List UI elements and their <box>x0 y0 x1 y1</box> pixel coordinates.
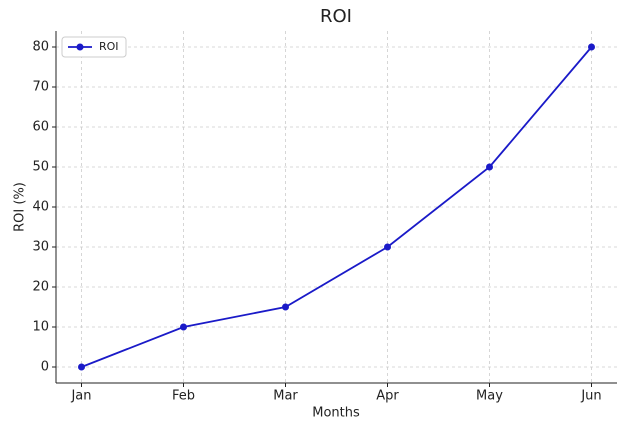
point <box>282 303 289 311</box>
y-axis-label: ROI (%) <box>13 182 28 232</box>
x-tick-label: Jun <box>580 389 601 404</box>
y-tick-label: 10 <box>32 320 49 335</box>
chart-title: ROI <box>320 6 352 27</box>
x-tick-label: Feb <box>172 389 195 404</box>
y-tick-label: 30 <box>32 240 49 255</box>
point <box>486 163 493 171</box>
line <box>81 46 593 368</box>
x-tick-label: May <box>476 389 503 404</box>
x-tick-label: Apr <box>376 389 399 404</box>
legend-label: ROI <box>99 40 119 53</box>
y-tick-label: 40 <box>32 200 49 215</box>
y-tick-label: 60 <box>32 120 49 135</box>
point <box>384 243 391 251</box>
point <box>588 43 595 51</box>
y-tick-label: 0 <box>41 360 49 375</box>
y-tick-label: 70 <box>32 80 49 95</box>
x-tick-label: Jan <box>70 389 91 404</box>
x-tick-label: Mar <box>273 389 298 404</box>
y-tick-label: 80 <box>32 40 49 55</box>
point <box>78 363 85 371</box>
x-axis-label: Months <box>312 406 360 421</box>
legend-box <box>61 36 127 58</box>
y-tick-label: 20 <box>32 280 49 295</box>
y-tick-label: 50 <box>32 160 49 175</box>
point <box>180 323 187 331</box>
legend-marker <box>76 43 84 51</box>
